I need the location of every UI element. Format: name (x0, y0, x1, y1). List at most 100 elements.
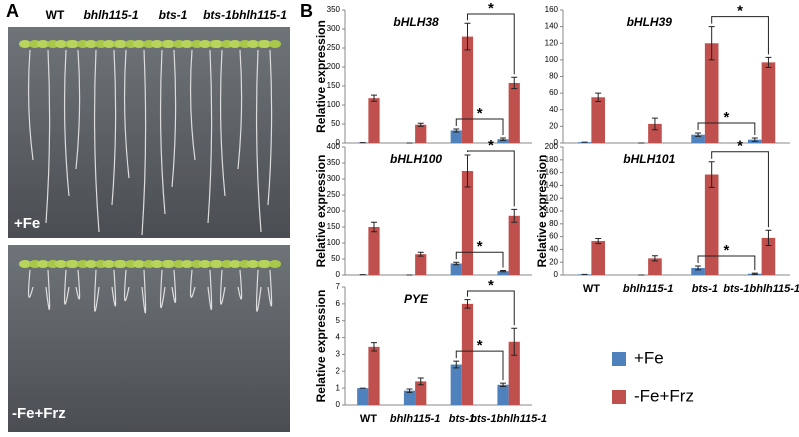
error-bar (500, 271, 506, 272)
y-tick-label: 150 (327, 222, 341, 231)
y-axis-label: Relative expression (314, 20, 328, 133)
y-tick-label: 140 (545, 22, 559, 31)
condition-label: -Fe+Frz (12, 405, 66, 422)
chart-title: PYE (404, 292, 429, 306)
bar (509, 216, 520, 275)
column-label: WT (46, 8, 65, 22)
y-tick-label: 20 (549, 257, 558, 266)
x-tick-label: bhlh115-1 (390, 413, 441, 425)
chart-title: bHLH39 (627, 15, 673, 29)
condition-label: +Fe (14, 215, 40, 232)
y-tick-label: 250 (327, 190, 341, 199)
y-tick-label: 0 (554, 270, 559, 279)
y-tick-label: 6 (336, 299, 341, 308)
chart-title: bHLH100 (390, 152, 442, 166)
y-tick-label: 400 (327, 142, 341, 151)
chart-title: bHLH38 (393, 15, 439, 29)
error-bar (752, 138, 758, 141)
column-label: bhlh115-1 (83, 8, 138, 22)
y-axis-label: Relative expression (314, 290, 328, 403)
legend-label: -Fe+Frz (634, 386, 694, 405)
significance-star: * (737, 138, 743, 155)
panel-label: B (300, 1, 313, 21)
bar (415, 254, 426, 275)
y-tick-label: 100 (327, 100, 341, 109)
significance-star: * (477, 337, 483, 354)
bar (368, 98, 379, 143)
bar (451, 365, 462, 405)
significance-star: * (488, 277, 494, 294)
bar (462, 37, 473, 143)
x-tick-label: WT (360, 413, 377, 425)
y-tick-label: 80 (549, 72, 558, 81)
y-tick-label: 0 (336, 270, 341, 279)
significance-star: * (477, 238, 483, 255)
legend-swatch (612, 390, 626, 404)
y-tick-label: 200 (327, 62, 341, 71)
bar (509, 83, 520, 143)
y-tick-label: 60 (549, 88, 558, 97)
error-bar (418, 123, 424, 126)
photo (8, 27, 290, 238)
y-tick-label: 4 (336, 333, 341, 342)
y-tick-label: 60 (549, 232, 558, 241)
bar (591, 97, 605, 143)
y-tick-label: 300 (327, 24, 341, 33)
y-tick-label: 40 (549, 105, 558, 114)
error-bar (752, 273, 758, 274)
x-tick-label: bts-1 (692, 283, 718, 295)
x-tick-label: bts-1bhlh115-1 (470, 413, 547, 425)
y-tick-label: 0 (336, 400, 341, 409)
y-tick-label: 7 (336, 282, 341, 291)
bar (462, 304, 473, 405)
x-tick-label: bhlh115-1 (623, 283, 674, 295)
y-axis-label: Relative expression (314, 155, 328, 268)
leaf (269, 40, 281, 48)
significance-star: * (488, 0, 494, 17)
y-tick-label: 1 (336, 383, 341, 392)
y-tick-label: 350 (327, 158, 341, 167)
significance-star: * (724, 109, 730, 126)
y-tick-label: 20 (549, 121, 558, 130)
bar (705, 175, 719, 275)
bar (591, 241, 605, 275)
y-tick-label: 2 (336, 366, 341, 375)
bracket (712, 17, 769, 55)
y-tick-label: 120 (545, 38, 559, 47)
photo (8, 245, 290, 432)
y-tick-label: 250 (327, 43, 341, 52)
bar (762, 62, 776, 143)
y-tick-label: 150 (327, 81, 341, 90)
bracket (467, 151, 514, 206)
column-label: bts-1 (159, 8, 188, 22)
error-bar (453, 129, 459, 132)
significance-star: * (488, 137, 494, 154)
y-tick-label: 160 (545, 5, 559, 14)
y-tick-label: 100 (327, 238, 341, 247)
y-tick-label: 350 (327, 5, 341, 14)
bar (497, 385, 508, 405)
y-tick-label: 3 (336, 350, 341, 359)
y-tick-label: 300 (327, 174, 341, 183)
y-tick-label: 50 (331, 119, 340, 128)
y-tick-label: 200 (327, 206, 341, 215)
y-tick-label: 80 (549, 219, 558, 228)
bar (415, 125, 426, 143)
bar (368, 227, 379, 275)
significance-star: * (477, 105, 483, 122)
panel-label: A (6, 1, 19, 21)
legend-swatch (612, 352, 626, 366)
y-axis-label: Relative expression (535, 155, 549, 268)
y-tick-label: 50 (331, 254, 340, 263)
bar (368, 347, 379, 405)
leaf (269, 260, 281, 268)
bracket (712, 152, 769, 227)
column-label: bts-1bhlh115-1 (203, 8, 287, 22)
x-tick-label: bts-1bhlh115-1 (723, 283, 799, 295)
significance-star: * (737, 3, 743, 20)
y-tick-label: 5 (336, 316, 341, 325)
bar (357, 388, 368, 405)
y-tick-label: 200 (545, 142, 559, 151)
x-tick-label: WT (583, 283, 600, 295)
